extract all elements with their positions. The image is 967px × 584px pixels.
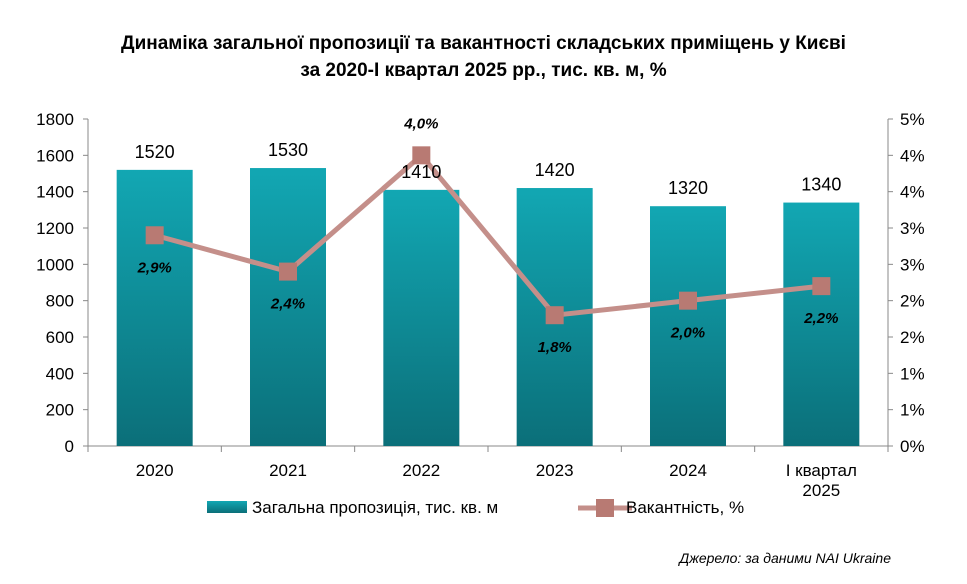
vacancy-value-label: 2,2% xyxy=(803,310,838,327)
source-note: Джерело: за даними NAI Ukraine xyxy=(679,550,891,566)
chart-title-line-2: за 2020-І квартал 2025 рр., тис. кв. м, … xyxy=(300,60,667,81)
legend-label-line: Вакантність, % xyxy=(626,498,744,517)
x-tick-label: 2020 xyxy=(136,461,174,480)
chart-title: Динаміка загальної пропозиції та вакантн… xyxy=(0,30,967,84)
vacancy-line xyxy=(154,152,822,318)
left-tick-label: 800 xyxy=(46,292,74,311)
bar-value-label: 1520 xyxy=(135,142,175,162)
vacancy-marker xyxy=(279,262,297,281)
left-tick-label: 200 xyxy=(46,401,74,420)
left-tick-label: 1000 xyxy=(36,255,74,274)
x-tick-label: 2024 xyxy=(669,461,707,480)
line-series xyxy=(145,146,831,325)
x-tick-label: 2021 xyxy=(269,461,307,480)
bar xyxy=(650,206,726,446)
chart-title-line-1: Динаміка загальної пропозиції та вакантн… xyxy=(121,33,846,54)
right-tick-label: 2% xyxy=(900,328,925,347)
left-tick-label: 400 xyxy=(46,364,74,383)
right-tick-label: 4% xyxy=(900,146,925,165)
vacancy-value-label: 4,0% xyxy=(403,115,438,132)
x-tick-label: 2022 xyxy=(402,461,440,480)
left-tick-label: 1400 xyxy=(36,183,74,202)
bar-value-label: 1410 xyxy=(401,162,441,182)
bar-value-label: 1320 xyxy=(668,178,708,198)
right-tick-label: 1% xyxy=(900,364,925,383)
legend-label-bar: Загальна пропозиція, тис. кв. м xyxy=(252,498,498,517)
vacancy-marker xyxy=(545,306,564,325)
vacancy-value-label: 2,0% xyxy=(670,325,705,342)
legend: Загальна пропозиція, тис. кв. м Вакантніс… xyxy=(207,498,744,517)
vacancy-marker xyxy=(145,226,164,245)
right-tick-label: 3% xyxy=(900,255,925,274)
right-tick-label: 4% xyxy=(900,183,925,202)
right-tick-label: 2% xyxy=(900,292,925,311)
x-tick-label: 2025 xyxy=(802,481,840,500)
bar-value-label: 1340 xyxy=(801,175,841,195)
vacancy-value-label: 2,4% xyxy=(270,296,305,313)
bar xyxy=(116,169,193,446)
left-tick-label: 1600 xyxy=(36,146,74,165)
vacancy-marker xyxy=(812,277,831,296)
vacancy-value-label: 2,9% xyxy=(137,259,172,276)
right-tick-label: 1% xyxy=(900,401,925,420)
legend-swatch-bar xyxy=(207,501,247,513)
bar xyxy=(783,202,860,446)
left-tick-label: 600 xyxy=(46,328,74,347)
right-tick-label: 5% xyxy=(900,110,925,129)
x-tick-label: І квартал xyxy=(786,461,857,480)
vacancy-value-label: 1,8% xyxy=(538,339,572,356)
left-tick-label: 1200 xyxy=(36,219,74,238)
vacancy-marker xyxy=(679,291,697,310)
x-tick-label: 2023 xyxy=(536,461,574,480)
legend-swatch-marker xyxy=(596,499,614,517)
axes: 0 200 400 600 800 1000 1200 1400 1600 1800 0% 1% 1% 2… xyxy=(36,110,924,500)
data-labels: 1520 1530 1410 1420 1320 1340 2,9% 2,4% 4,0% 1,8%… xyxy=(135,115,842,356)
bar-value-label: 1420 xyxy=(535,160,575,180)
bar xyxy=(383,189,460,446)
vacancy-marker xyxy=(412,146,431,165)
right-tick-label: 3% xyxy=(900,219,925,238)
bar-series xyxy=(116,168,860,447)
bar-value-label: 1530 xyxy=(268,140,308,160)
bar xyxy=(250,168,326,447)
left-tick-label: 1800 xyxy=(36,110,74,129)
right-tick-label: 0% xyxy=(900,437,925,456)
left-tick-label: 0 xyxy=(65,437,74,456)
